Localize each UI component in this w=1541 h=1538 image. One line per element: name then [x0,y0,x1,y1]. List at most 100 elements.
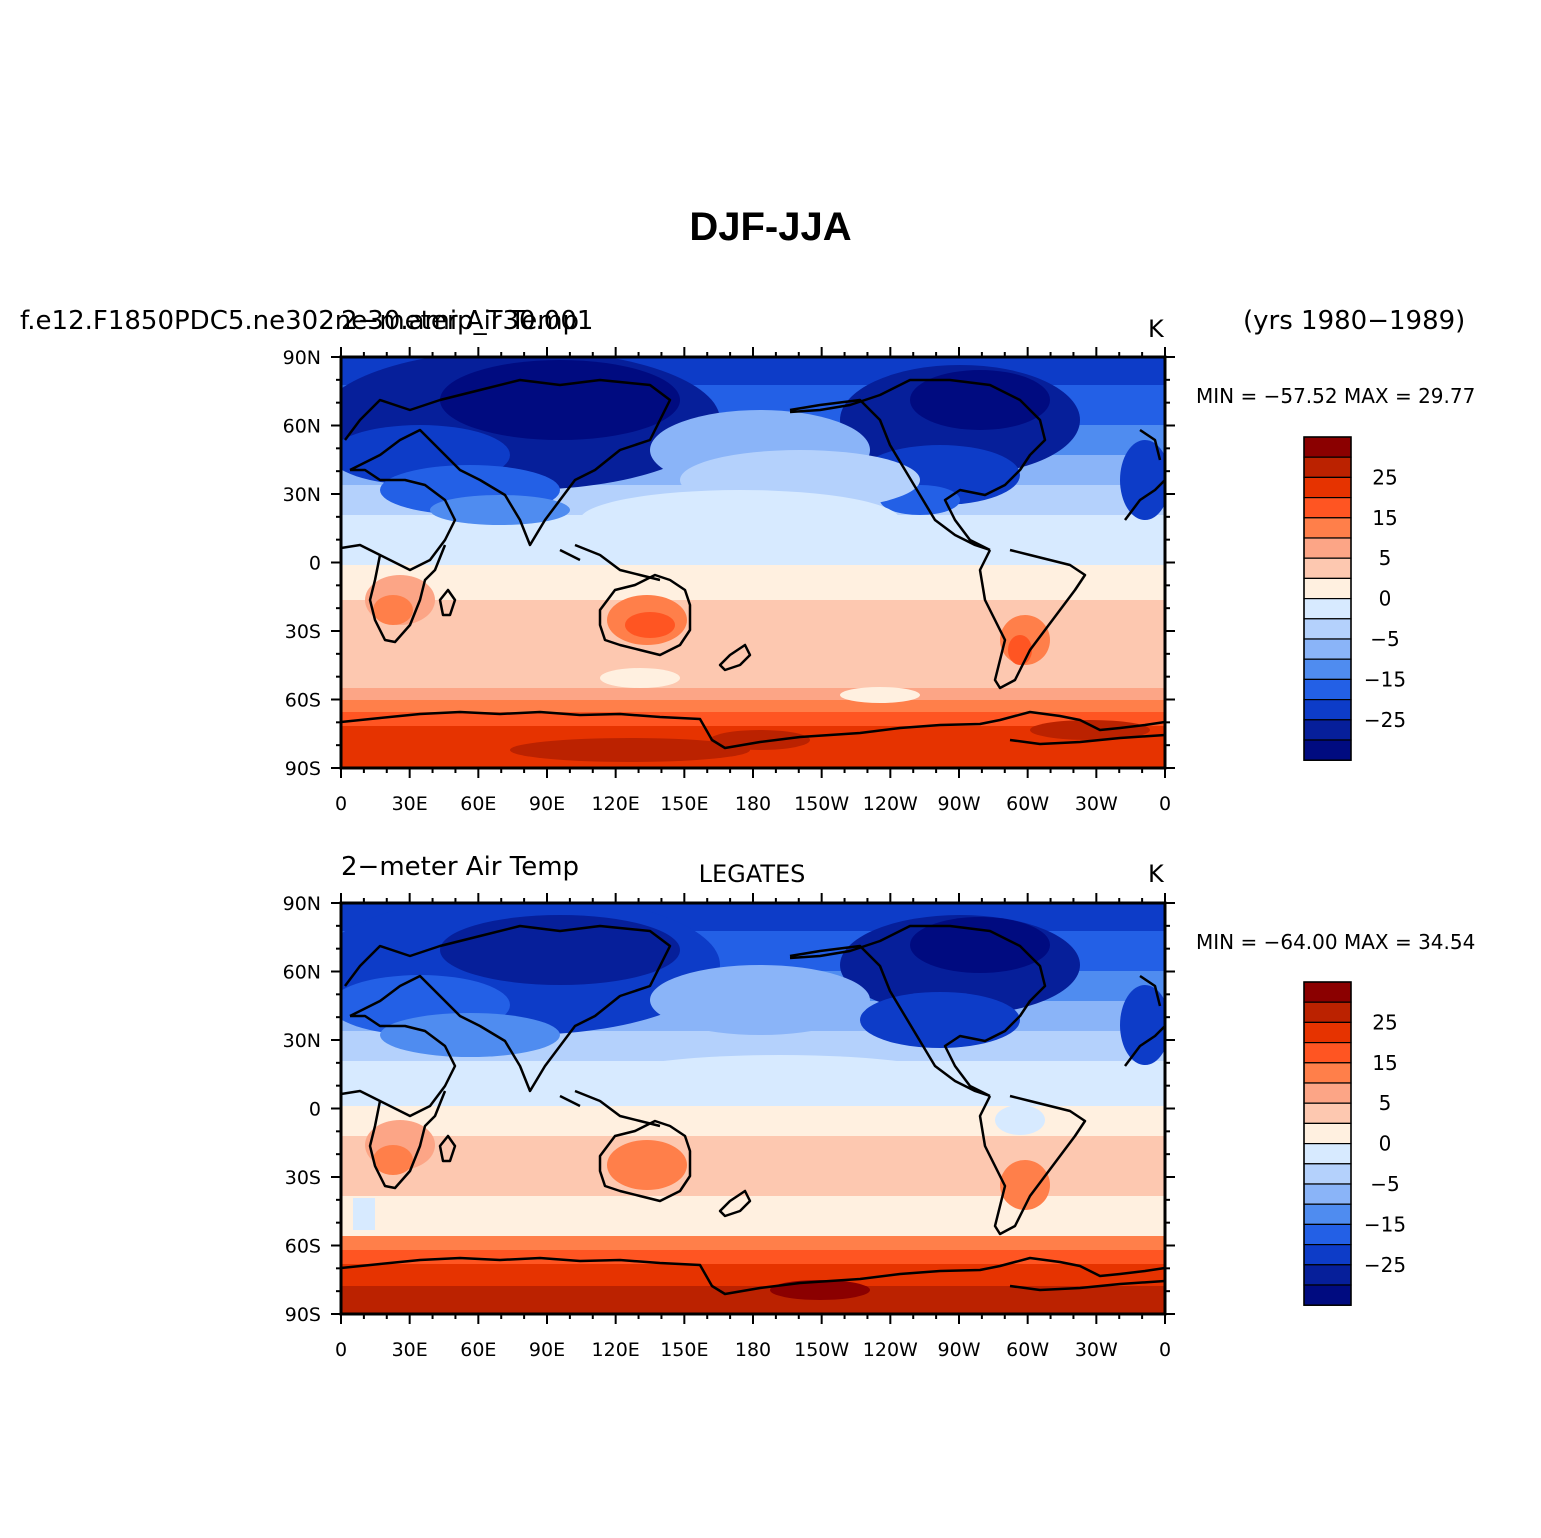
top-colorbar-box [1303,476,1352,499]
bottom-lon-label: 150W [794,1339,849,1361]
bottom-lon-label: 90W [938,1339,981,1361]
bottom-lon-label: 30E [392,1339,428,1361]
top-colorbar-label: −15 [1364,667,1406,691]
top-colorbar-box [1303,658,1352,681]
bottom-colorbar-label: −5 [1370,1172,1399,1196]
top-colorbar-label: −5 [1370,627,1399,651]
top-colorbar-box [1303,638,1352,660]
top-colorbar-box [1303,517,1352,539]
bottom-colorbar-frame [1303,981,1352,1306]
top-panel-units: K [1148,315,1164,343]
top-lat-label: 0 [309,553,321,575]
top-colorbar-frame [1303,436,1352,761]
bottom-lon-label: 120W [863,1339,918,1361]
top-colorbar-box [1303,497,1352,519]
top-colorbar-box [1303,456,1352,479]
bottom-map [341,903,1165,1314]
top-colorbar-box [1303,739,1352,761]
bottom-lon-label: 60W [1006,1339,1049,1361]
top-map [341,357,1165,768]
bottom-lon-label: 30W [1075,1339,1118,1361]
top-panel-min-max: MIN = −57.52 MAX = 29.77 [1196,384,1476,408]
top-colorbar-box [1303,557,1352,580]
top-lon-label: 60W [1006,793,1049,815]
bottom-lon-label: 120E [592,1339,640,1361]
bottom-panel-units: K [1148,860,1164,888]
figure-title: DJF-JJA [689,205,852,249]
case-name: f.e12.F1850PDC5.ne302ne30.amip_T30.001 [20,306,594,336]
top-colorbar-box [1303,436,1352,458]
top-colorbar-box [1303,537,1352,559]
top-lon-label: 30E [392,793,428,815]
bottom-colorbar-box [1303,1021,1352,1044]
top-colorbar-box [1303,719,1352,741]
axes-layer: 0 30E 60E 90E 120E 150E 180 150W 120W 90W 60W 30W 09… [283,347,1175,1361]
top-colorbar-label: −25 [1364,708,1406,732]
bottom-colorbar-box [1303,1163,1352,1185]
top-lon-label: 90E [529,793,565,815]
years-label: (yrs 1980−1989) [1243,306,1466,336]
bottom-lat-label: 30S [285,1167,321,1189]
bottom-lon-label: 180 [735,1339,771,1361]
bottom-lat-label: 30N [283,1030,321,1052]
top-lon-label: 0 [1159,793,1171,815]
colorbar-layer: 25 15 5 0 −5 −15 −25 25 15 5 0 −5 −15 −25 [1303,436,1406,1306]
top-lat-label: 60N [283,416,321,438]
top-colorbar-label: 15 [1372,506,1397,530]
bottom-colorbar-box [1303,1001,1352,1024]
bottom-colorbar-box [1303,1264,1352,1286]
bottom-colorbar-box [1303,1122,1352,1145]
bottom-colorbar-box [1303,1183,1352,1205]
bottom-lat-label: 0 [309,1099,321,1121]
bottom-lon-label: 150E [660,1339,708,1361]
top-colorbar-label: 25 [1372,465,1397,489]
bottom-lon-label: 60E [460,1339,496,1361]
top-colorbar-box [1303,678,1352,701]
bottom-colorbar-label: 15 [1372,1051,1397,1075]
bottom-colorbar-box [1303,1223,1352,1246]
bottom-panel-left-string: 2−meter Air Temp [341,852,580,882]
top-colorbar-box [1303,618,1352,640]
top-lon-label: 150W [794,793,849,815]
bottom-panel-center-string: LEGATES [698,860,806,888]
bottom-colorbar-box [1303,1041,1352,1064]
top-colorbar-label: 0 [1379,587,1392,611]
bottom-colorbar-box [1303,1082,1352,1104]
top-panel-left-string: 2−meter Air Temp [341,306,580,336]
top-lat-label: 30N [283,484,321,506]
top-colorbar-box [1303,698,1352,721]
bottom-colorbar-label: −25 [1364,1253,1406,1277]
bottom-lat-label: 60N [283,962,321,984]
bottom-lat-label: 60S [285,1236,321,1258]
top-lon-label: 180 [735,793,771,815]
top-lat-label: 90S [285,758,321,780]
bottom-colorbar-box [1303,1203,1352,1225]
top-lon-label: 120E [592,793,640,815]
bottom-colorbar-box [1303,1142,1352,1165]
top-lat-label: 60S [285,690,321,712]
bottom-colorbar-label: 0 [1379,1132,1392,1156]
bottom-lon-label: 90E [529,1339,565,1361]
bottom-colorbar-box [1303,1284,1352,1306]
bottom-colorbar-label: 5 [1379,1091,1392,1115]
bottom-lon-label: 0 [335,1339,347,1361]
top-colorbar-box [1303,597,1352,620]
top-colorbar-label: 5 [1379,546,1392,570]
top-lat-label: 90N [283,347,321,369]
top-lon-label: 90W [938,793,981,815]
bottom-colorbar-box [1303,1102,1352,1124]
bottom-colorbar-label: −15 [1364,1212,1406,1236]
bottom-colorbar-label: 25 [1372,1010,1397,1034]
top-colorbar-box [1303,577,1352,600]
top-lon-label: 30W [1075,793,1118,815]
bottom-colorbar-box [1303,1243,1352,1266]
bottom-colorbar-box [1303,981,1352,1003]
bottom-lat-label: 90N [283,893,321,915]
top-lon-label: 150E [660,793,708,815]
bottom-lon-label: 0 [1159,1339,1171,1361]
top-lon-label: 60E [460,793,496,815]
top-lon-label: 120W [863,793,918,815]
top-lon-label: 0 [335,793,347,815]
top-lat-label: 30S [285,621,321,643]
